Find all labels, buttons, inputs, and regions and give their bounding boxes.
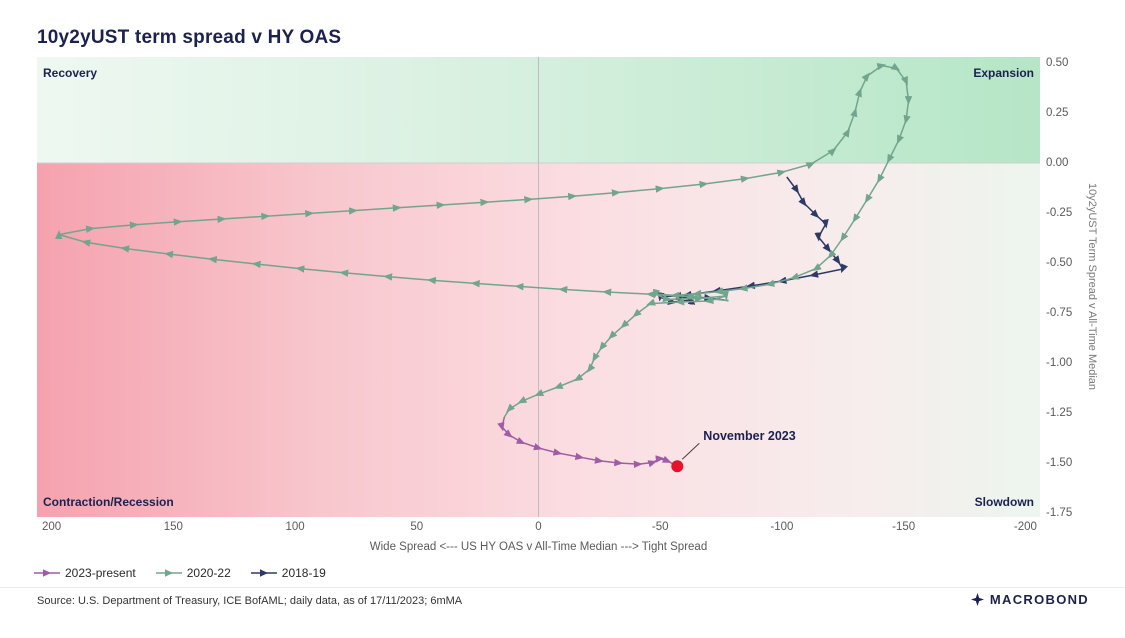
x-tick-100: 100 <box>285 521 305 533</box>
x-axis-ticks: 200 150 100 50 0 -50 -100 -150 -200 <box>37 521 1040 535</box>
latest-point-dot <box>671 460 684 473</box>
macrobond-star-icon <box>970 593 984 606</box>
y-axis-ticks: 0.50 0.25 0.00 -0.25 -0.50 -0.75 -1.00 -1.25 -1.… <box>1046 57 1090 519</box>
y-tick--0.75: -0.75 <box>1046 307 1073 319</box>
chart-svg: November 2023 <box>37 57 1040 517</box>
legend: 2023-present 2020-22 2018-19 <box>34 566 326 580</box>
x-tick--200: -200 <box>1013 521 1037 533</box>
source-text: Source: U.S. Department of Treasury, ICE… <box>37 595 463 607</box>
annotation-connector-line <box>681 442 700 460</box>
quadrant-label-expansion: Expansion <box>973 66 1034 80</box>
x-tick-0: 0 <box>535 521 542 533</box>
legend-label: 2018-19 <box>281 566 326 580</box>
x-tick--150: -150 <box>892 521 916 533</box>
y-tick-0.50: 0.50 <box>1046 57 1069 69</box>
plot-area: November 2023 Recovery Expansion Contrac… <box>37 57 1040 517</box>
legend-label: 2020-22 <box>186 566 231 580</box>
series-path-2020-22 <box>55 62 913 418</box>
annotation-label: November 2023 <box>703 429 795 443</box>
legend-label: 2023-present <box>65 566 136 580</box>
y-tick--1.00: -1.00 <box>1046 357 1073 369</box>
y-tick--1.25: -1.25 <box>1046 407 1073 419</box>
legend-arrow-marker-icon <box>155 569 182 577</box>
legend-arrow-marker-icon <box>250 569 277 577</box>
x-axis-title: Wide Spread <--- US HY OAS v All-Time Me… <box>369 541 708 553</box>
legend-item-2020-22: 2020-22 <box>155 566 231 580</box>
y-tick-0.25: 0.25 <box>1046 107 1069 119</box>
x-tick--50: -50 <box>651 521 669 533</box>
y-tick-0.00: 0.00 <box>1046 157 1069 169</box>
legend-item-2018-19: 2018-19 <box>250 566 326 580</box>
x-tick-150: 150 <box>163 521 183 533</box>
y-tick--1.75: -1.75 <box>1046 507 1073 519</box>
brand-logo: MACROBOND <box>970 592 1089 607</box>
chart-title: 10y2yUST term spread v HY OAS <box>37 27 342 48</box>
y-tick--0.50: -0.50 <box>1046 257 1073 269</box>
series-path-2023-present <box>497 416 678 469</box>
x-tick-200: 200 <box>42 521 62 533</box>
quadrant-label-contraction-recession: Contraction/Recession <box>43 495 174 509</box>
y-tick--0.25: -0.25 <box>1046 207 1073 219</box>
brand-name: MACROBOND <box>989 592 1089 607</box>
y-axis-title: 10y2yUST Term Spread v All-Time Median <box>1086 183 1098 391</box>
x-tick-50: 50 <box>410 521 424 533</box>
legend-arrow-marker-icon <box>34 569 60 577</box>
x-tick--100: -100 <box>770 521 794 533</box>
quadrant-label-recovery: Recovery <box>43 66 98 80</box>
quadrant-label-slowdown: Slowdown <box>974 495 1034 509</box>
footer-divider <box>0 587 1125 588</box>
legend-item-2023-present: 2023-present <box>34 566 136 580</box>
y-tick--1.50: -1.50 <box>1046 457 1073 469</box>
